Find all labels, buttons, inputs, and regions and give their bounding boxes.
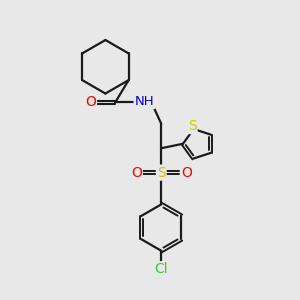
Text: Cl: Cl <box>154 262 168 276</box>
Text: O: O <box>181 166 192 180</box>
Text: O: O <box>85 95 96 110</box>
Text: NH: NH <box>134 95 154 108</box>
Text: O: O <box>131 166 142 180</box>
Text: S: S <box>157 166 166 180</box>
Text: S: S <box>188 119 197 133</box>
